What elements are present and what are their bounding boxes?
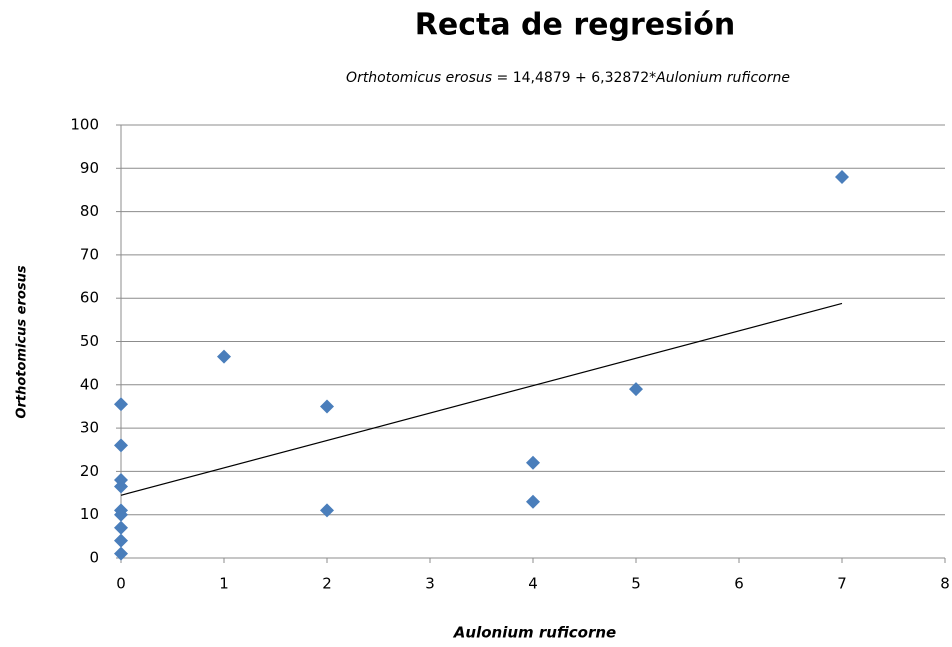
x-tick-label: 7 bbox=[837, 575, 847, 593]
x-axis-title: Aulonium ruficorne bbox=[453, 624, 616, 642]
data-point bbox=[217, 349, 231, 364]
y-tick-label: 70 bbox=[80, 245, 99, 263]
y-tick-label: 10 bbox=[80, 505, 99, 523]
x-tick-label: 5 bbox=[631, 575, 641, 593]
data-point bbox=[526, 494, 540, 509]
data-point bbox=[114, 520, 128, 535]
y-tick-label: 80 bbox=[80, 202, 99, 220]
x-tick-label: 8 bbox=[940, 575, 950, 593]
data-point bbox=[114, 438, 128, 453]
y-tick-label: 20 bbox=[80, 462, 99, 480]
data-point bbox=[114, 397, 128, 412]
equation-intercept: 14,4879 bbox=[513, 70, 571, 86]
equation-lhs: Orthotomicus erosus bbox=[346, 70, 492, 86]
y-tick-label: 50 bbox=[80, 332, 99, 350]
x-tick-label: 4 bbox=[528, 575, 538, 593]
y-axis-title: Orthotomicus erosus bbox=[15, 265, 30, 418]
data-point bbox=[114, 546, 128, 561]
x-tick-label: 6 bbox=[734, 575, 744, 593]
y-tick-label: 40 bbox=[80, 375, 99, 393]
equation-slope: 6,32872 bbox=[591, 70, 649, 86]
data-point bbox=[114, 479, 128, 494]
x-tick-label: 3 bbox=[425, 575, 435, 593]
chart-title: Recta de regresión bbox=[415, 8, 735, 43]
equation-eq: = bbox=[497, 70, 509, 86]
x-tick-label: 1 bbox=[219, 575, 229, 593]
data-point bbox=[320, 399, 334, 414]
x-tick-label: 2 bbox=[322, 575, 332, 593]
equation-times: * bbox=[649, 70, 656, 86]
equation: Orthotomicus erosus = 14,4879 + 6,32872*… bbox=[346, 70, 790, 86]
data-point bbox=[526, 455, 540, 470]
x-tick-label: 0 bbox=[116, 575, 126, 593]
data-point bbox=[629, 382, 643, 397]
data-point bbox=[320, 503, 334, 518]
y-tick-label: 30 bbox=[80, 419, 99, 437]
data-point bbox=[114, 507, 128, 522]
equation-plus: + bbox=[575, 70, 587, 86]
y-tick-label: 0 bbox=[89, 549, 99, 567]
y-tick-label: 100 bbox=[70, 116, 99, 134]
data-point bbox=[835, 169, 849, 184]
equation-rhs: Aulonium ruficorne bbox=[655, 70, 790, 86]
y-tick-label: 90 bbox=[80, 159, 99, 177]
y-tick-label: 60 bbox=[80, 289, 99, 307]
regression-line bbox=[120, 302, 843, 496]
data-point bbox=[114, 533, 128, 548]
